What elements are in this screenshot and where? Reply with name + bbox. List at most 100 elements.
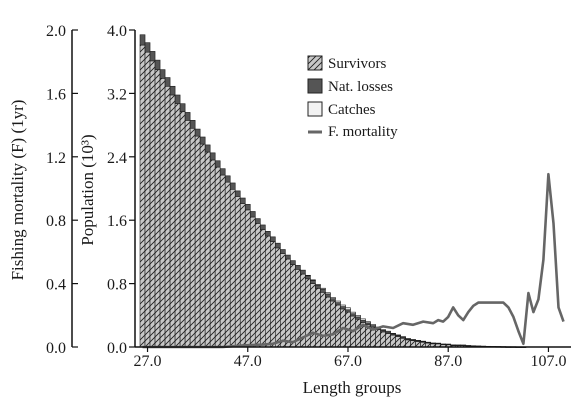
legend: Survivors Nat. losses Catches F. mortali… bbox=[307, 55, 398, 140]
bar-survivors bbox=[229, 188, 236, 348]
bar-nat-losses bbox=[244, 204, 251, 211]
bar-catches bbox=[465, 345, 472, 347]
bar-survivors bbox=[275, 247, 281, 348]
bar-nat-losses bbox=[209, 152, 216, 161]
bar-nat-losses bbox=[159, 69, 166, 79]
bar-nat-losses bbox=[189, 120, 196, 129]
bar-nat-losses bbox=[149, 51, 156, 62]
bar-nat-losses bbox=[264, 231, 271, 237]
y2-tick-label: 2.0 bbox=[46, 23, 66, 40]
bar-survivors bbox=[209, 159, 216, 348]
bar-catches bbox=[360, 318, 366, 321]
bar-survivors bbox=[335, 304, 341, 348]
bar-survivors bbox=[149, 60, 156, 348]
legend-label-catches: Catches bbox=[328, 102, 376, 118]
bar-catches bbox=[390, 332, 396, 335]
bar-catches bbox=[305, 274, 311, 277]
bar-nat-losses bbox=[270, 236, 276, 242]
bar-survivors bbox=[395, 336, 401, 348]
y2-tick-label: 0.0 bbox=[46, 340, 66, 357]
y-tick-label: 0.8 bbox=[107, 277, 127, 294]
bar-survivors bbox=[219, 174, 226, 348]
bar-nat-losses bbox=[144, 42, 151, 53]
bar-survivors bbox=[285, 258, 291, 348]
bar-survivors bbox=[174, 103, 181, 348]
y2-tick-layer: 0.0 0.4 0.8 1.2 1.6 2.0 bbox=[46, 23, 78, 357]
bar-catches bbox=[450, 344, 457, 346]
bar-survivors bbox=[184, 120, 191, 348]
bar-nat-losses bbox=[154, 59, 161, 70]
bar-nat-losses bbox=[234, 190, 241, 197]
bar-survivors bbox=[234, 196, 241, 348]
bar-nat-losses bbox=[169, 85, 176, 96]
bar-nat-losses bbox=[184, 112, 191, 121]
bar-catches bbox=[455, 344, 462, 346]
bar-survivors bbox=[290, 264, 296, 348]
bar-survivors bbox=[244, 209, 251, 348]
bar-nat-losses bbox=[179, 103, 186, 112]
bar-nat-losses bbox=[254, 218, 261, 224]
bar-nat-losses bbox=[345, 309, 351, 313]
bar-survivors bbox=[189, 127, 196, 348]
bar-catches bbox=[355, 314, 361, 318]
bar-catches bbox=[310, 279, 316, 281]
y-tick-label: 0.0 bbox=[107, 340, 127, 357]
bar-survivors bbox=[400, 337, 406, 348]
bar-survivors bbox=[390, 334, 396, 348]
bar-nat-losses bbox=[350, 313, 356, 317]
y2-tick-label: 1.2 bbox=[46, 150, 66, 167]
bar-survivors bbox=[194, 135, 201, 348]
bar-nat-losses bbox=[290, 260, 296, 265]
bar-nat-losses bbox=[300, 269, 306, 275]
bar-nat-losses bbox=[355, 316, 361, 320]
legend-swatch-nat-losses bbox=[307, 78, 323, 94]
bar-survivors bbox=[295, 269, 301, 348]
bar-nat-losses bbox=[214, 160, 221, 168]
bar-catches bbox=[340, 304, 346, 307]
bar-nat-losses bbox=[229, 182, 236, 190]
bar-nat-losses bbox=[335, 302, 341, 306]
bar-catches bbox=[330, 297, 336, 299]
bar-survivors bbox=[320, 292, 326, 348]
y2-tick-label: 1.6 bbox=[46, 86, 66, 103]
bar-catches bbox=[395, 334, 401, 336]
x-tick-label: 67.0 bbox=[334, 353, 362, 370]
bar-survivors bbox=[264, 235, 271, 348]
bar-catches bbox=[350, 311, 356, 315]
bar-catches bbox=[335, 300, 341, 303]
bar-nat-losses bbox=[280, 249, 286, 254]
y-tick-label: 3.2 bbox=[107, 86, 127, 103]
bar-nat-losses bbox=[249, 211, 256, 218]
x-tick-label: 87.0 bbox=[434, 353, 462, 370]
bar-catches bbox=[365, 321, 371, 324]
bar-nat-losses bbox=[199, 136, 206, 145]
x-tick-layer: 27.0 47.0 67.0 87.0 107.0 bbox=[134, 347, 566, 370]
bar-catches bbox=[320, 287, 326, 290]
bar-catches bbox=[470, 345, 477, 347]
bar-nat-losses bbox=[310, 280, 316, 284]
bar-nat-losses bbox=[320, 288, 326, 293]
bar-nat-losses bbox=[340, 306, 346, 310]
bar-catches bbox=[405, 338, 411, 340]
bar-nat-losses bbox=[204, 144, 211, 153]
bar-survivors bbox=[199, 143, 206, 348]
bar-catches bbox=[420, 340, 426, 343]
bar-catches bbox=[385, 330, 391, 333]
bar-nat-losses bbox=[139, 34, 146, 46]
bar-survivors bbox=[259, 229, 266, 348]
bar-survivors bbox=[315, 288, 321, 348]
bar-nat-losses bbox=[259, 224, 266, 231]
bar-nat-losses bbox=[325, 293, 331, 298]
bar-catches bbox=[315, 284, 321, 286]
y-axis-title: Population (10³) bbox=[78, 134, 97, 245]
bar-survivors bbox=[270, 241, 276, 348]
bar-catches bbox=[440, 343, 447, 345]
bar-survivors bbox=[139, 44, 146, 348]
legend-swatch-catches bbox=[307, 101, 323, 117]
bar-survivors bbox=[254, 223, 261, 348]
bar-nat-losses bbox=[239, 197, 246, 204]
bar-catches bbox=[460, 344, 467, 346]
y-tick-label: 2.4 bbox=[107, 150, 127, 167]
bar-nat-losses bbox=[315, 284, 321, 289]
